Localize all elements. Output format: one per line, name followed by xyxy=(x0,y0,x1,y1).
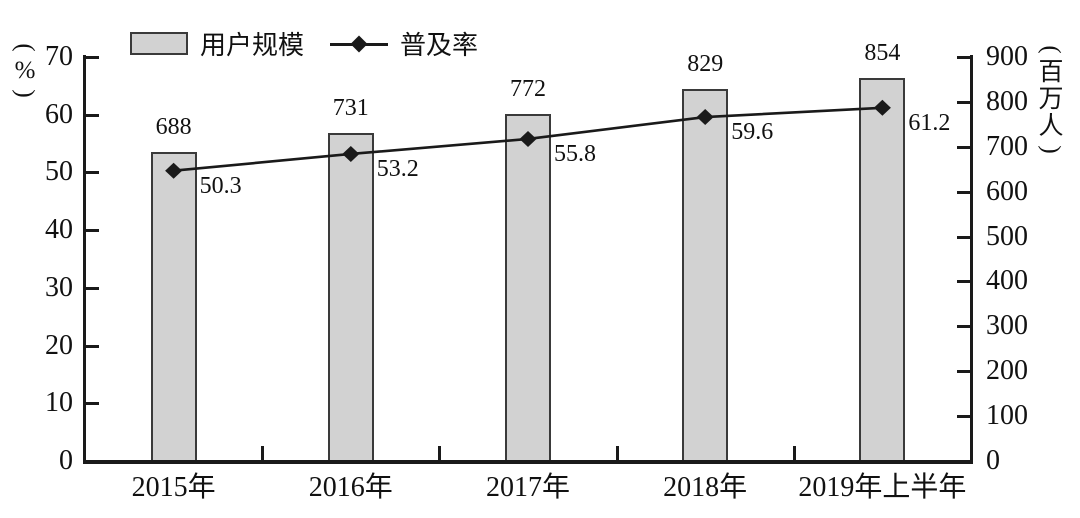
y-axis-left-tick-label: 60 xyxy=(45,98,73,130)
bar xyxy=(682,88,729,462)
y-axis-right-tick xyxy=(957,415,970,419)
line-point-label: 55.8 xyxy=(554,140,596,167)
y-axis-right-tick-label: 400 xyxy=(986,265,1028,297)
y-axis-left-tick-label: 30 xyxy=(45,271,73,303)
bar xyxy=(327,132,374,462)
y-axis-right-tick-label: 800 xyxy=(986,85,1028,117)
unit-char: 百 xyxy=(1038,59,1064,86)
left-axis-unit-label: (%) xyxy=(10,38,40,103)
legend-diamond-icon xyxy=(350,35,368,52)
line-point-label: 59.6 xyxy=(731,119,774,146)
y-axis-right-tick xyxy=(957,56,970,59)
x-axis-tick xyxy=(261,446,265,461)
y-axis-left-tick-label: 70 xyxy=(45,41,73,72)
legend-line-label: 普及率 xyxy=(400,31,479,60)
legend: 用户规模 普及率 xyxy=(130,25,478,62)
category-label: 2016年 xyxy=(308,472,393,503)
y-axis-left-tick xyxy=(86,113,99,117)
y-axis-left-tick-label: 50 xyxy=(45,156,73,188)
unit-char: 万 xyxy=(1038,86,1064,113)
legend-line-sample xyxy=(330,31,389,57)
y-axis-left-tick xyxy=(86,171,99,175)
bar xyxy=(859,77,906,462)
y-axis-right-tick xyxy=(957,370,970,374)
y-axis-right-tick-label: 100 xyxy=(986,400,1028,432)
line-point-label: 61.2 xyxy=(908,109,951,136)
y-axis-right-tick-label: 900 xyxy=(986,41,1028,72)
line-point-label: 53.2 xyxy=(376,155,419,182)
y-axis-left-tick xyxy=(86,229,99,233)
right-axis-unit-label: (百万人) xyxy=(1036,40,1066,159)
y-axis-right-tick-label: 500 xyxy=(986,220,1028,252)
y-axis-left-tick-label: 0 xyxy=(59,445,73,476)
bar-value-label: 829 xyxy=(687,50,724,77)
bar-value-label: 772 xyxy=(510,76,546,103)
y-axis-left-tick-label: 20 xyxy=(45,329,73,361)
y-axis-right-tick xyxy=(957,190,970,194)
line-point-label: 50.3 xyxy=(199,172,242,199)
category-label: 2015年 xyxy=(131,472,216,503)
y-axis-right xyxy=(970,55,973,464)
y-axis-left-tick-label: 40 xyxy=(45,214,73,246)
y-axis-right-tick xyxy=(957,280,970,284)
x-axis-tick xyxy=(792,446,796,461)
unit-char: % xyxy=(14,57,36,84)
y-axis-right-tick-label: 0 xyxy=(986,445,1000,476)
category-label: 2019年上半年 xyxy=(798,472,967,503)
bar xyxy=(505,114,551,462)
y-axis-left xyxy=(83,55,86,464)
y-axis-right-tick xyxy=(957,235,970,239)
bar xyxy=(150,152,197,462)
y-axis-right-tick-label: 700 xyxy=(986,130,1028,162)
bar-value-label: 731 xyxy=(332,94,369,121)
x-axis-tick xyxy=(438,446,442,461)
unit-char: 人 xyxy=(1038,113,1064,140)
x-axis-tick xyxy=(615,446,619,461)
y-axis-left-tick xyxy=(86,460,99,463)
y-axis-left-tick-label: 10 xyxy=(45,387,73,419)
y-axis-right-tick xyxy=(957,100,970,104)
bar-value-label: 688 xyxy=(155,114,192,141)
category-label: 2018年 xyxy=(663,472,748,503)
y-axis-left-tick xyxy=(86,56,99,59)
legend-bar-label: 用户规模 xyxy=(200,31,305,60)
y-axis-right-tick-label: 600 xyxy=(986,175,1028,207)
y-axis-right-tick-label: 200 xyxy=(986,355,1028,387)
y-axis-right-tick-label: 300 xyxy=(986,310,1028,342)
y-axis-left-tick xyxy=(86,344,99,348)
y-axis-right-tick xyxy=(957,145,970,149)
bar-value-label: 854 xyxy=(864,39,901,66)
y-axis-left-tick xyxy=(86,402,99,406)
y-axis-right-tick xyxy=(957,460,970,463)
x-axis-baseline xyxy=(83,460,973,464)
y-axis-left-tick xyxy=(86,286,99,290)
y-axis-right-tick xyxy=(957,325,970,329)
legend-bar-swatch-icon xyxy=(130,32,188,55)
category-label: 2017年 xyxy=(485,472,570,503)
